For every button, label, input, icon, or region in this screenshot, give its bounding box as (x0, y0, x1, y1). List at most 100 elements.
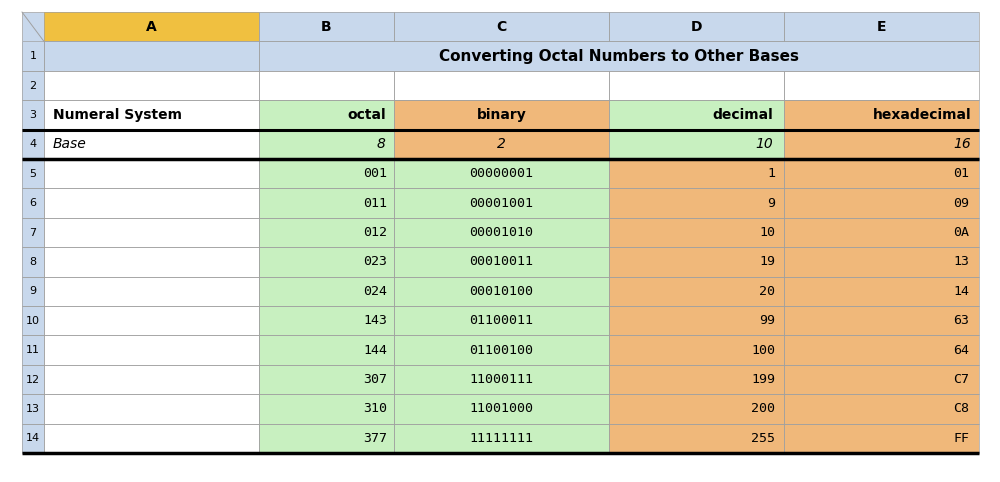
Bar (44, 41, 259, 71)
Bar (44, 218, 259, 247)
Text: binary: binary (477, 108, 526, 122)
Bar (259, 247, 394, 277)
Bar (609, 335, 784, 365)
Text: E: E (877, 20, 886, 34)
Bar (394, 12, 609, 41)
Text: 001: 001 (363, 167, 387, 180)
Text: 1: 1 (767, 167, 775, 180)
Text: 00001001: 00001001 (470, 197, 534, 210)
Bar (394, 130, 609, 159)
Bar (22, 41, 44, 71)
Bar (259, 130, 394, 159)
Bar (784, 130, 979, 159)
Bar (394, 365, 609, 394)
Bar (44, 424, 259, 453)
Bar (44, 247, 259, 277)
Text: 01100011: 01100011 (470, 314, 534, 327)
Text: FF: FF (953, 432, 969, 445)
Bar (784, 394, 979, 424)
Bar (394, 100, 609, 130)
Bar (394, 365, 609, 394)
Bar (784, 100, 979, 130)
Bar (609, 159, 784, 188)
Bar (259, 365, 394, 394)
Bar (609, 277, 784, 306)
Bar (394, 424, 609, 453)
Text: 3: 3 (30, 110, 36, 120)
Bar (609, 306, 784, 335)
Bar (609, 218, 784, 247)
Text: 11: 11 (26, 345, 40, 355)
Text: 14: 14 (953, 285, 969, 298)
Bar (609, 188, 784, 218)
Text: 310: 310 (363, 402, 387, 415)
Bar (44, 247, 259, 277)
Text: 00010011: 00010011 (470, 255, 534, 268)
Bar (394, 306, 609, 335)
Bar (22, 159, 44, 188)
Bar (259, 159, 394, 188)
Text: 2: 2 (497, 137, 506, 151)
Bar (259, 424, 394, 453)
Bar (784, 100, 979, 130)
Bar (22, 277, 44, 306)
Bar (609, 247, 784, 277)
Bar (784, 188, 979, 218)
Text: A: A (146, 20, 157, 34)
Text: 63: 63 (953, 314, 969, 327)
Text: 255: 255 (751, 432, 775, 445)
Text: 10: 10 (759, 226, 775, 239)
Bar (44, 12, 259, 41)
Text: 10: 10 (756, 137, 774, 151)
Text: 199: 199 (751, 373, 775, 386)
Text: 09: 09 (953, 197, 969, 210)
Bar (22, 365, 44, 394)
Bar (44, 277, 259, 306)
Bar (259, 159, 394, 188)
Bar (259, 247, 394, 277)
Bar (394, 306, 609, 335)
Text: 011: 011 (363, 197, 387, 210)
Bar (44, 188, 259, 218)
Text: 01: 01 (953, 167, 969, 180)
Bar (784, 247, 979, 277)
Bar (259, 218, 394, 247)
Bar (44, 424, 259, 453)
Bar (784, 424, 979, 453)
Bar (22, 247, 44, 277)
Bar (394, 218, 609, 247)
Bar (44, 188, 259, 218)
Bar (609, 277, 784, 306)
Text: 307: 307 (363, 373, 387, 386)
Bar (44, 71, 259, 100)
Bar (22, 218, 44, 247)
Bar (784, 424, 979, 453)
Text: 11000111: 11000111 (470, 373, 534, 386)
Bar (394, 247, 609, 277)
Bar (44, 130, 259, 159)
Bar (44, 218, 259, 247)
Bar (22, 394, 44, 424)
Text: 9: 9 (29, 286, 37, 296)
Bar (784, 306, 979, 335)
Text: 20: 20 (759, 285, 775, 298)
Bar (22, 71, 44, 100)
Text: Numeral System: Numeral System (53, 108, 182, 122)
Bar (784, 335, 979, 365)
Bar (394, 335, 609, 365)
Bar (609, 159, 784, 188)
Text: C7: C7 (953, 373, 969, 386)
Bar (784, 12, 979, 41)
Text: 00000001: 00000001 (470, 167, 534, 180)
Text: 13: 13 (953, 255, 969, 268)
Bar (394, 277, 609, 306)
Bar (22, 306, 44, 335)
Bar (784, 218, 979, 247)
Bar (22, 335, 44, 365)
Bar (22, 12, 44, 41)
Bar (259, 394, 394, 424)
Bar (44, 365, 259, 394)
Bar (259, 41, 979, 71)
Text: C8: C8 (953, 402, 969, 415)
Bar (784, 71, 979, 100)
